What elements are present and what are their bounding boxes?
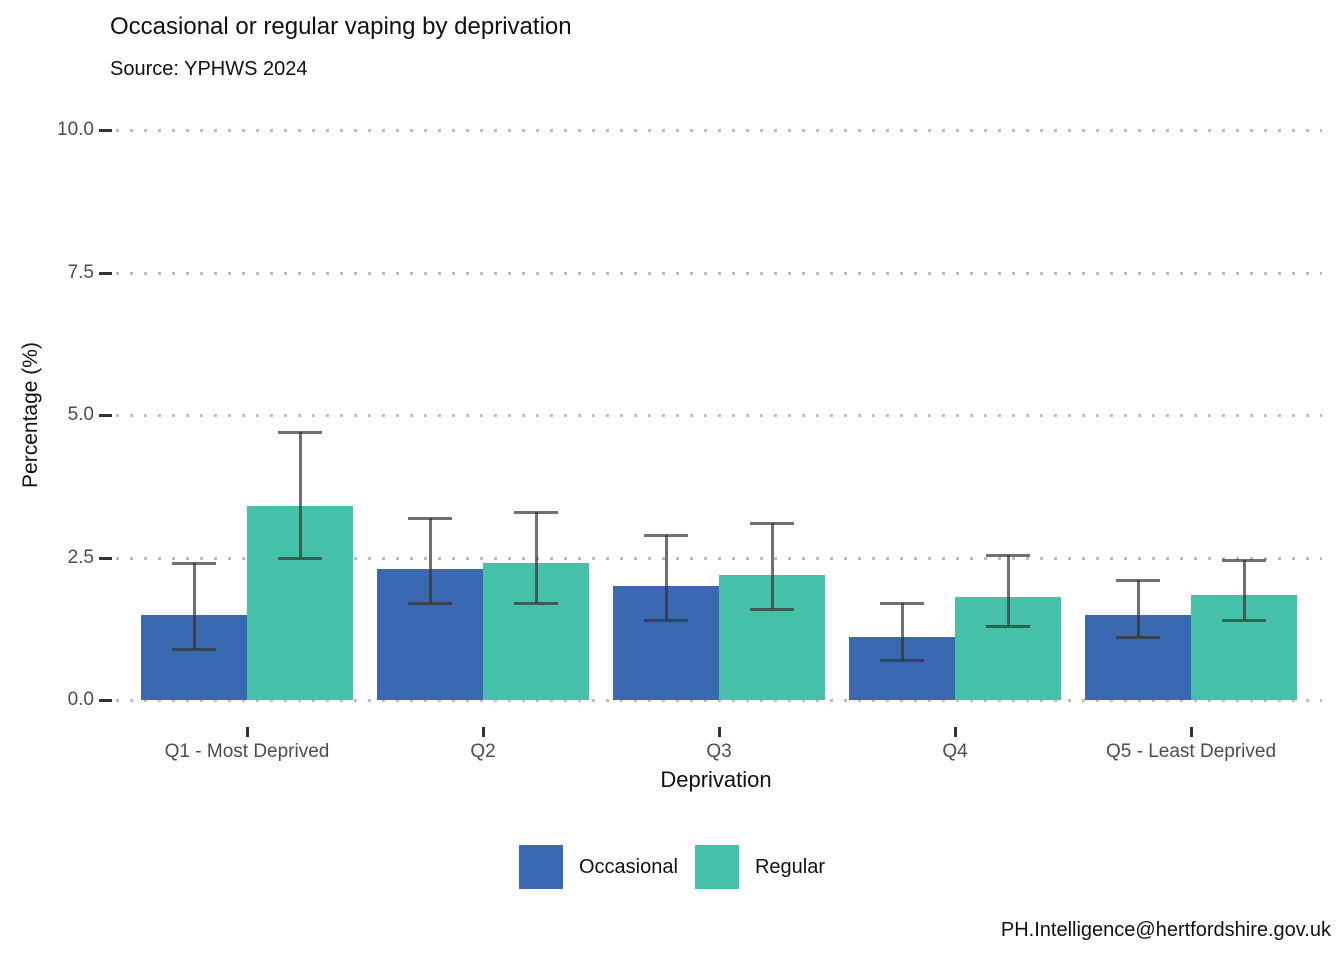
errorbar-stem-occasional-q2	[428, 517, 432, 604]
errorbar-cap-top-regular-q4	[986, 553, 1030, 557]
errorbar-cap-bottom-occasional-q5	[1116, 636, 1160, 640]
y-tick-mark-10.0	[99, 129, 112, 132]
errorbar-cap-top-occasional-q3	[644, 533, 688, 537]
errorbar-stem-regular-q3	[770, 523, 774, 609]
y-tick-mark-0.0	[99, 699, 112, 702]
errorbar-stem-occasional-q4	[900, 603, 904, 661]
gridline-7.5	[116, 271, 1322, 275]
errorbar-stem-regular-q5	[1242, 560, 1246, 621]
gridline-2.5	[116, 556, 1322, 560]
errorbar-stem-occasional-q1	[192, 563, 196, 649]
errorbar-cap-bottom-occasional-q2	[408, 602, 452, 606]
legend-label: Occasional	[579, 855, 678, 878]
x-axis-title: Deprivation	[660, 767, 772, 792]
x-tick-mark-q3	[717, 727, 721, 737]
errorbar-cap-bottom-regular-q3	[750, 607, 794, 611]
legend-item-occasional: Occasional	[519, 845, 678, 889]
errorbar-cap-top-regular-q3	[750, 522, 794, 526]
x-tick-mark-q1	[245, 727, 249, 737]
x-tick-mark-q4	[953, 727, 957, 737]
gridline-10.0	[116, 129, 1322, 132]
footer-contact: PH.Intelligence@hertfordshire.gov.uk	[1000, 919, 1331, 941]
errorbar-cap-top-occasional-q4	[880, 602, 924, 606]
x-tick-mark-q2	[481, 727, 485, 737]
gridline-5.0	[116, 414, 1322, 417]
errorbar-cap-bottom-regular-q4	[986, 624, 1030, 628]
errorbar-cap-top-occasional-q1	[172, 562, 216, 566]
errorbar-cap-top-occasional-q2	[408, 516, 452, 520]
legend-label: Regular	[754, 855, 825, 878]
x-tick-label-q1: Q1 - Most Deprived	[164, 741, 330, 762]
x-tick-label-q4: Q4	[942, 741, 968, 762]
x-tick-label-q5: Q5 - Least Deprived	[1105, 741, 1277, 762]
errorbar-stem-occasional-q5	[1136, 580, 1140, 638]
errorbar-stem-occasional-q3	[664, 534, 668, 621]
x-tick-label-q3: Q3	[706, 741, 732, 762]
y-tick-mark-2.5	[99, 556, 112, 560]
errorbar-cap-top-regular-q2	[514, 510, 558, 514]
y-tick-label: 7.5	[67, 261, 94, 283]
errorbar-cap-bottom-occasional-q1	[172, 647, 216, 651]
y-tick-mark-7.5	[99, 271, 112, 275]
errorbar-cap-top-regular-q1	[278, 431, 322, 435]
chart-title: Occasional or regular vaping by deprivat…	[110, 13, 572, 40]
y-tick-label: 2.5	[67, 546, 94, 568]
chart-subtitle: Source: YPHWS 2024	[110, 58, 308, 80]
errorbar-stem-regular-q2	[534, 511, 538, 604]
legend-swatch-occasional	[519, 845, 563, 889]
x-tick-mark-q5	[1189, 727, 1193, 737]
errorbar-cap-bottom-regular-q2	[514, 602, 558, 606]
errorbar-cap-top-occasional-q5	[1116, 579, 1160, 583]
errorbar-cap-bottom-occasional-q4	[880, 659, 924, 663]
gridline-0.0	[116, 699, 1322, 702]
y-tick-label: 0.0	[67, 689, 94, 710]
errorbar-stem-regular-q1	[298, 432, 302, 558]
errorbar-cap-bottom-occasional-q3	[644, 619, 688, 623]
legend: Occasional Regular	[0, 845, 1344, 889]
legend-swatch-regular	[694, 845, 739, 889]
y-tick-label: 10.0	[57, 119, 94, 140]
errorbar-stem-regular-q4	[1006, 554, 1010, 626]
legend-item-regular: Regular	[694, 845, 825, 889]
errorbar-cap-bottom-regular-q5	[1222, 619, 1266, 623]
errorbar-cap-top-regular-q5	[1222, 559, 1266, 563]
errorbar-cap-bottom-regular-q1	[278, 556, 322, 560]
y-tick-mark-5.0	[99, 414, 112, 417]
x-tick-label-q2: Q2	[470, 741, 496, 762]
y-tick-label: 5.0	[67, 404, 94, 425]
